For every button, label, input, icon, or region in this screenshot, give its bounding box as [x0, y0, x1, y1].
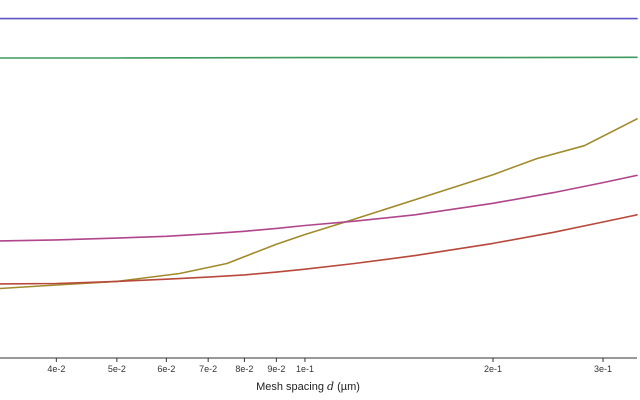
x-tick-label: 8e-2 — [235, 364, 253, 374]
series-line-3 — [0, 118, 638, 290]
x-axis-ticks: 4e-2 5e-2 6e-2 7e-2 8e-2 9e-2 1e-1 2e-1 3e-1 — [47, 358, 612, 374]
x-tick-label: 3e-1 — [594, 364, 612, 374]
x-axis-label-variable: d — [327, 380, 334, 393]
x-axis-label-unit: (µm) — [334, 381, 360, 393]
x-tick-label: 1e-1 — [296, 364, 314, 374]
x-tick-label: 9e-2 — [267, 364, 285, 374]
x-tick-label: 4e-2 — [47, 364, 65, 374]
x-tick-label: 5e-2 — [108, 364, 126, 374]
x-tick-label: 6e-2 — [157, 364, 175, 374]
plot-area — [0, 17, 638, 290]
x-axis-label-prefix: Mesh spacing — [256, 381, 327, 393]
x-tick-label: 2e-1 — [484, 364, 502, 374]
series-line-2 — [0, 56, 638, 59]
series-line-5 — [0, 214, 638, 285]
series-line-4 — [0, 174, 638, 242]
x-tick-label: 7e-2 — [199, 364, 217, 374]
x-axis-label: Mesh spacing d (µm) — [256, 380, 360, 393]
